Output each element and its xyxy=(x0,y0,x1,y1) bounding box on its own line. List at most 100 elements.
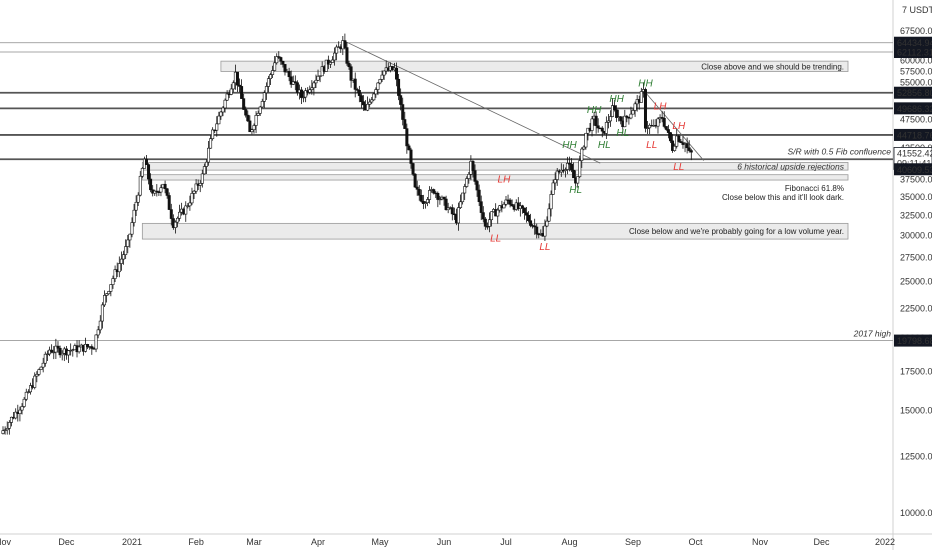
candle-body xyxy=(184,205,188,215)
candle-body xyxy=(328,62,332,65)
candle-body xyxy=(578,160,582,177)
candle-body xyxy=(223,99,227,109)
swing-label: HL xyxy=(598,140,611,151)
candle-body xyxy=(126,239,130,247)
candle-body xyxy=(405,128,409,147)
price-tick-label: 15000.00 xyxy=(900,406,932,416)
time-tick-label: Dec xyxy=(813,537,830,547)
candle-body xyxy=(324,59,328,72)
candle-body xyxy=(202,166,206,175)
candle-body xyxy=(639,91,643,103)
swing-label: LL xyxy=(673,162,684,173)
candle-body xyxy=(159,187,163,193)
candle-body xyxy=(535,226,539,235)
candle-body xyxy=(395,67,399,80)
candle-body xyxy=(144,158,148,165)
price-tick-label: 10000.00 xyxy=(900,508,932,518)
candle-body xyxy=(679,141,683,143)
candle-body xyxy=(479,201,483,213)
candle-body xyxy=(291,81,295,85)
candle-body xyxy=(477,189,481,202)
price-tick-label: 35000.00 xyxy=(900,192,932,202)
candle-body xyxy=(204,161,208,167)
candle-body xyxy=(606,120,610,123)
price-tick-label: 57500.00 xyxy=(900,66,932,76)
candle-body xyxy=(463,186,467,194)
candle-body xyxy=(510,204,514,207)
candle-body xyxy=(252,125,256,130)
candle-body xyxy=(366,103,370,111)
candle-body xyxy=(52,351,56,354)
candle-body xyxy=(269,74,273,79)
trendline xyxy=(344,40,601,164)
swing-label: LH xyxy=(498,174,512,185)
candle-body xyxy=(533,225,537,228)
price-tag-label: 64434.94 xyxy=(897,38,932,48)
candle-body xyxy=(300,89,304,98)
candle-body xyxy=(613,105,617,111)
candle-body xyxy=(345,47,349,64)
candle-body xyxy=(524,212,528,216)
candle-body xyxy=(169,209,173,219)
candle-body xyxy=(547,208,551,222)
candle-body xyxy=(625,115,629,118)
candle-body xyxy=(570,163,574,171)
candle-body xyxy=(397,78,401,96)
price-tick-label: 32500.00 xyxy=(900,210,932,220)
candle-body xyxy=(33,375,37,388)
candle-body xyxy=(281,60,285,65)
time-tick-label: Oct xyxy=(688,537,703,547)
candle-body xyxy=(217,115,221,125)
candle-body xyxy=(409,149,413,164)
candle-body xyxy=(50,349,54,353)
candle-body xyxy=(165,188,169,196)
price-tick-label: 22500.00 xyxy=(900,303,932,313)
candle-body xyxy=(5,428,9,431)
candle-body xyxy=(596,125,600,129)
price-tag-bg xyxy=(894,36,932,49)
candle-body xyxy=(215,123,219,131)
candle-body xyxy=(266,78,270,87)
candle-body xyxy=(71,349,75,351)
candle-body xyxy=(246,114,250,122)
candle-body xyxy=(293,81,297,83)
candle-body xyxy=(490,211,494,221)
candle-body xyxy=(24,391,28,400)
candle-body xyxy=(520,205,524,209)
candle-body xyxy=(20,406,24,411)
candle-body xyxy=(656,118,660,127)
candle-body xyxy=(417,189,421,196)
candle-body xyxy=(273,62,277,71)
candle-body xyxy=(186,205,190,207)
candle-body xyxy=(415,186,419,190)
candle-body xyxy=(442,196,446,200)
swing-label: LH xyxy=(672,121,686,132)
time-tick-label: Jun xyxy=(437,537,452,547)
candle-body xyxy=(86,344,90,348)
price-tag-bg xyxy=(894,128,932,141)
zone-box xyxy=(141,174,849,181)
swing-label: HH xyxy=(638,79,653,90)
candle-body xyxy=(450,207,454,215)
candle-body xyxy=(567,162,571,165)
price-tag-label: 40609.53 xyxy=(897,165,932,175)
price-tick-label: 30000.00 xyxy=(900,231,932,241)
candle-body xyxy=(308,89,312,93)
candle-body xyxy=(167,195,171,210)
candle-body xyxy=(117,263,121,273)
zone-note: Close below and we're probably going for… xyxy=(629,227,844,236)
candle-body xyxy=(173,221,177,228)
swing-label: LL xyxy=(646,140,657,151)
candle-body xyxy=(310,87,314,90)
candle-body xyxy=(238,84,242,87)
candle-body xyxy=(271,70,275,75)
candle-body xyxy=(54,345,58,353)
candle-body xyxy=(7,422,11,429)
candle-body xyxy=(175,217,179,223)
candle-body xyxy=(122,254,126,260)
candle-body xyxy=(242,98,246,110)
candle-body xyxy=(357,90,361,96)
level-note: S/R with 0.5 Fib confluence xyxy=(788,146,892,156)
